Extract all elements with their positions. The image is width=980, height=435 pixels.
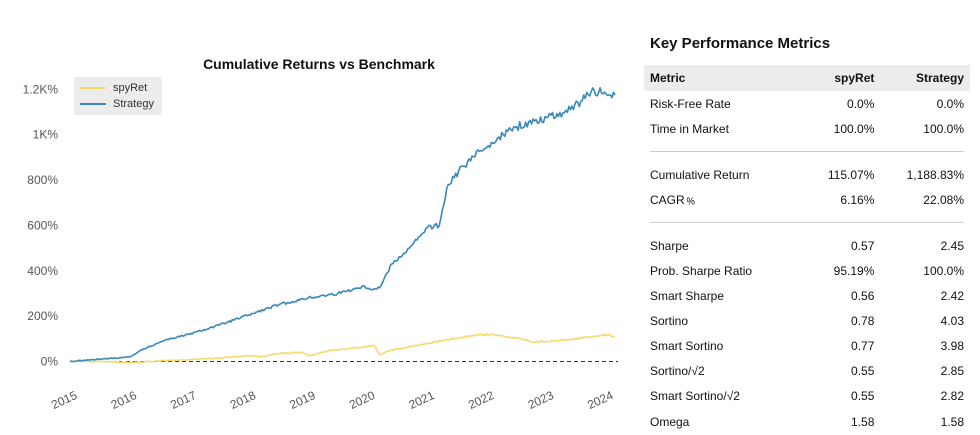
spyret-value-cell: 115.07% [827, 167, 875, 182]
legend-label-strategy: Strategy [113, 98, 154, 110]
metrics-row: Smart Sortino 0.77 3.98 [644, 334, 970, 359]
metrics-row: CAGR﹪ 6.16% 22.08% [644, 187, 970, 212]
strategy-value-cell: 22.08% [923, 192, 964, 207]
metrics-row: Sortino/√2 0.55 2.85 [644, 359, 970, 384]
metrics-header-row: Metric spyRet Strategy [644, 65, 970, 91]
metric-name-cell: Smart Sortino [650, 339, 724, 354]
strategy-value-cell: 1.58 [940, 414, 964, 429]
metrics-row: Smart Sharpe 0.56 2.42 [644, 284, 970, 309]
metric-name-cell: Cumulative Return [650, 167, 750, 182]
series-line-spyret [69, 332, 615, 364]
metrics-title: Key Performance Metrics [650, 35, 831, 52]
spyret-value-cell: 0.78 [851, 314, 875, 329]
chart-title: Cumulative Returns vs Benchmark [203, 56, 435, 72]
series-line-strategy [69, 87, 616, 363]
x-tick-label: 2015 [49, 388, 79, 412]
metric-name-cell: Smart Sortino/√2 [650, 389, 740, 404]
metrics-separator [644, 212, 970, 233]
y-tick-label: 1K% [33, 128, 59, 142]
x-tick-label: 2017 [168, 388, 198, 412]
y-tick-label: 600% [27, 218, 58, 232]
separator-cell [644, 141, 970, 162]
x-tick-label: 2018 [228, 388, 258, 412]
spyret-value-cell: 0.0% [847, 96, 875, 111]
strategy-value-cell: 0.0% [936, 96, 964, 111]
chart-panel: Cumulative Returns vs Benchmark 0% 200% 40… [23, 56, 618, 412]
strategy-value-cell: 4.03 [940, 314, 964, 329]
metric-name-cell: Risk-Free Rate [650, 96, 731, 111]
legend-item-spyret: spyRet [80, 81, 147, 95]
y-tick-label: 800% [27, 173, 58, 187]
metrics-table: Metric spyRet Strategy Risk-Free Rate 0.0… [644, 65, 970, 434]
chart-legend: spyRet Strategy [74, 77, 162, 115]
y-tick-label: 200% [27, 309, 58, 323]
legend-swatch-strategy [80, 103, 106, 105]
metric-name-cell: Sharpe [650, 238, 689, 253]
header-metric: Metric [644, 65, 784, 91]
legend-item-strategy: Strategy [80, 97, 154, 111]
strategy-value-cell: 2.85 [940, 364, 964, 379]
strategy-value-cell: 1,188.83% [906, 167, 964, 182]
spyret-value-cell: 0.55 [851, 389, 875, 404]
metric-name-cell: CAGR﹪ [650, 193, 697, 208]
separator-line [650, 151, 964, 153]
x-tick-label: 2019 [287, 388, 317, 412]
spyret-value-cell: 6.16% [840, 192, 875, 207]
y-tick-label: 1.2K% [23, 82, 59, 96]
metrics-row: Cumulative Return 115.07% 1,188.83% [644, 162, 970, 187]
metric-name-cell: Time in Market [650, 121, 729, 136]
metrics-row: Risk-Free Rate 0.0% 0.0% [644, 91, 970, 116]
x-tick-label: 2016 [109, 388, 139, 412]
x-tick-label: 2023 [526, 388, 556, 412]
metrics-separator [644, 141, 970, 162]
metrics-row: Sharpe 0.57 2.45 [644, 233, 970, 258]
spyret-value-cell: 100.0% [833, 121, 875, 136]
x-tick-label: 2022 [466, 388, 496, 412]
spyret-value-cell: 95.19% [833, 264, 875, 279]
x-tick-label: 2020 [347, 388, 377, 412]
strategy-value-cell: 2.45 [940, 238, 964, 253]
metric-name-cell: Sortino [650, 314, 689, 329]
metrics-row: Sortino 0.78 4.03 [644, 309, 970, 334]
cumulative-returns-chart: Cumulative Returns vs Benchmark 0% 200% 40… [23, 56, 618, 412]
y-tick-label: 0% [41, 354, 59, 368]
spyret-value-cell: 1.58 [851, 414, 875, 429]
legend-swatch-spyret [80, 87, 106, 89]
metrics-panel: Key Performance Metrics Metric spyRet St… [644, 0, 974, 435]
metrics-row: Time in Market 100.0% 100.0% [644, 116, 970, 141]
strategy-value-cell: 100.0% [923, 264, 964, 279]
strategy-value-cell: 2.42 [940, 289, 964, 304]
spyret-value-cell: 0.57 [851, 238, 875, 253]
header-strategy: Strategy [880, 65, 970, 91]
strategy-value-cell: 100.0% [923, 121, 964, 136]
y-tick-label: 400% [27, 264, 58, 278]
metrics-row: Smart Sortino/√2 0.55 2.82 [644, 384, 970, 409]
strategy-value-cell: 3.98 [940, 339, 964, 354]
spyret-value-cell: 0.55 [851, 364, 875, 379]
metric-name-cell: Smart Sharpe [650, 289, 725, 304]
spyret-value-cell: 0.77 [851, 339, 875, 354]
metrics-row: Omega 1.58 1.58 [644, 409, 970, 434]
x-tick-label: 2021 [407, 388, 437, 412]
strategy-value-cell: 2.82 [940, 389, 964, 404]
spyret-value-cell: 0.56 [851, 289, 875, 304]
legend-label-spyret: spyRet [113, 82, 148, 94]
separator-line [650, 222, 964, 224]
metrics-row: Prob. Sharpe Ratio 95.19% 100.0% [644, 258, 970, 283]
metric-name-cell: Omega [650, 414, 690, 429]
x-tick-label: 2024 [585, 388, 615, 412]
metric-name-cell: Sortino/√2 [650, 364, 705, 379]
separator-cell [644, 212, 970, 233]
metric-name-cell: Prob. Sharpe Ratio [650, 264, 753, 279]
header-spyret: spyRet [783, 65, 881, 91]
